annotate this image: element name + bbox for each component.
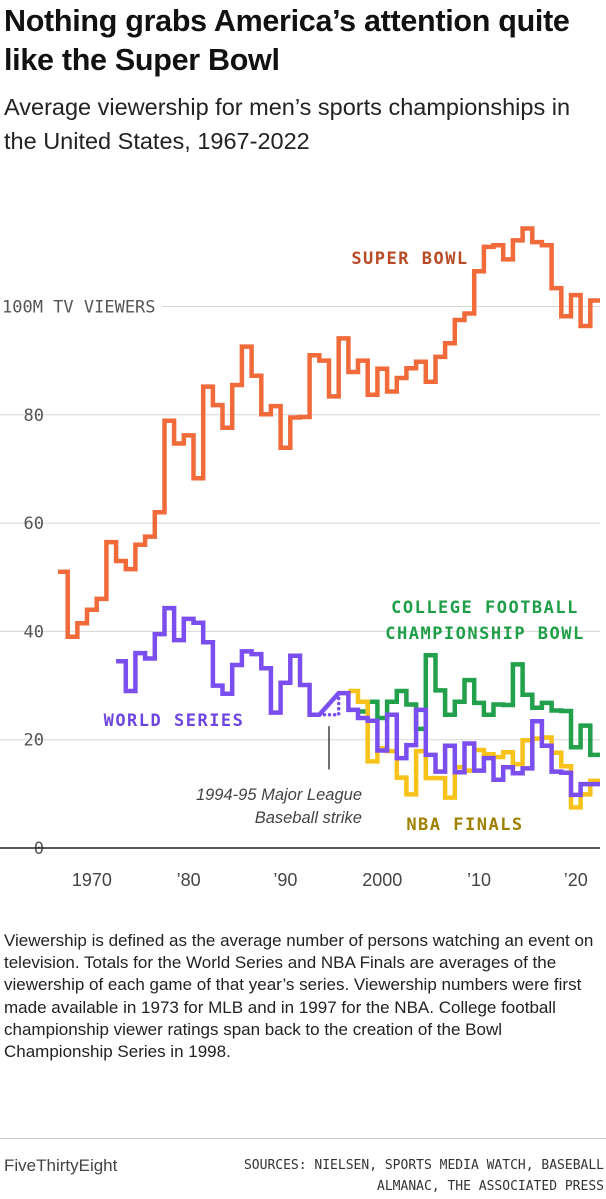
- series-label-super-bowl: SUPER BOWL: [351, 249, 468, 269]
- brand-logo-text: FiveThirtyEight: [4, 1156, 118, 1175]
- series-label-world-series: WORLD SERIES: [104, 711, 245, 731]
- annotation-text: Baseball strike: [255, 809, 362, 827]
- y-tick-label: 60: [24, 514, 44, 534]
- series-line-world-series: [116, 605, 600, 798]
- y-tick-label: 100M TV VIEWERS: [2, 298, 156, 318]
- sources-line-1: SOURCES: NIELSEN, SPORTS MEDIA WATCH, BA…: [243, 1158, 604, 1173]
- x-tick-label: ’10: [467, 870, 491, 890]
- x-tick-label: ’80: [177, 870, 201, 890]
- y-tick-label: 20: [24, 731, 44, 751]
- series-label-college-football-championship-bowl: CHAMPIONSHIP BOWL: [385, 624, 585, 644]
- y-tick-label: 40: [24, 622, 44, 642]
- sources-line-2: ALMANAC, THE ASSOCIATED PRESS: [377, 1179, 604, 1194]
- series-line-super-bowl: [58, 226, 600, 640]
- series-lines: [58, 226, 600, 810]
- footer-divider: [0, 1138, 606, 1139]
- series-labels: SUPER BOWL WORLD SERIES COLLEGE FOOTBALL CH…: [104, 249, 585, 835]
- sources-credit: SOURCES: NIELSEN, SPORTS MEDIA WATCH, BA…: [184, 1155, 604, 1197]
- x-axis-labels: 1970 ’80 ’90 2000 ’10 ’20: [72, 870, 588, 890]
- chart-subtitle: Average viewership for men’s sports cham…: [4, 94, 571, 154]
- strike-annotation: 1994-95 Major League Baseball strike: [196, 726, 362, 827]
- series-line-college-football-championship-bowl: [358, 652, 600, 758]
- series-label-nba-finals: NBA FINALS: [406, 815, 523, 835]
- line-chart: 0 20 40 60 80 100M TV VIEWERS 1970 ’80 ’90 2000 ’…: [0, 226, 600, 890]
- x-tick-label: ’20: [564, 870, 588, 890]
- methodology-note: Viewership is defined as the average num…: [4, 931, 594, 1062]
- x-tick-label: ’90: [273, 870, 297, 890]
- series-line-world-series-1994-95-strike-gap: [317, 691, 341, 717]
- y-tick-label: 0: [34, 839, 44, 859]
- annotation-text: 1994-95 Major League: [196, 786, 362, 804]
- x-tick-label: 2000: [362, 870, 402, 890]
- y-tick-label: 80: [24, 406, 44, 426]
- y-label-background: [0, 297, 162, 318]
- chart-title: Nothing grabs America’s attention quite …: [4, 4, 570, 77]
- x-tick-label: 1970: [72, 870, 112, 890]
- y-axis-labels: 0 20 40 60 80 100M TV VIEWERS: [0, 297, 162, 859]
- series-label-college-football-championship-bowl: COLLEGE FOOTBALL: [391, 598, 579, 618]
